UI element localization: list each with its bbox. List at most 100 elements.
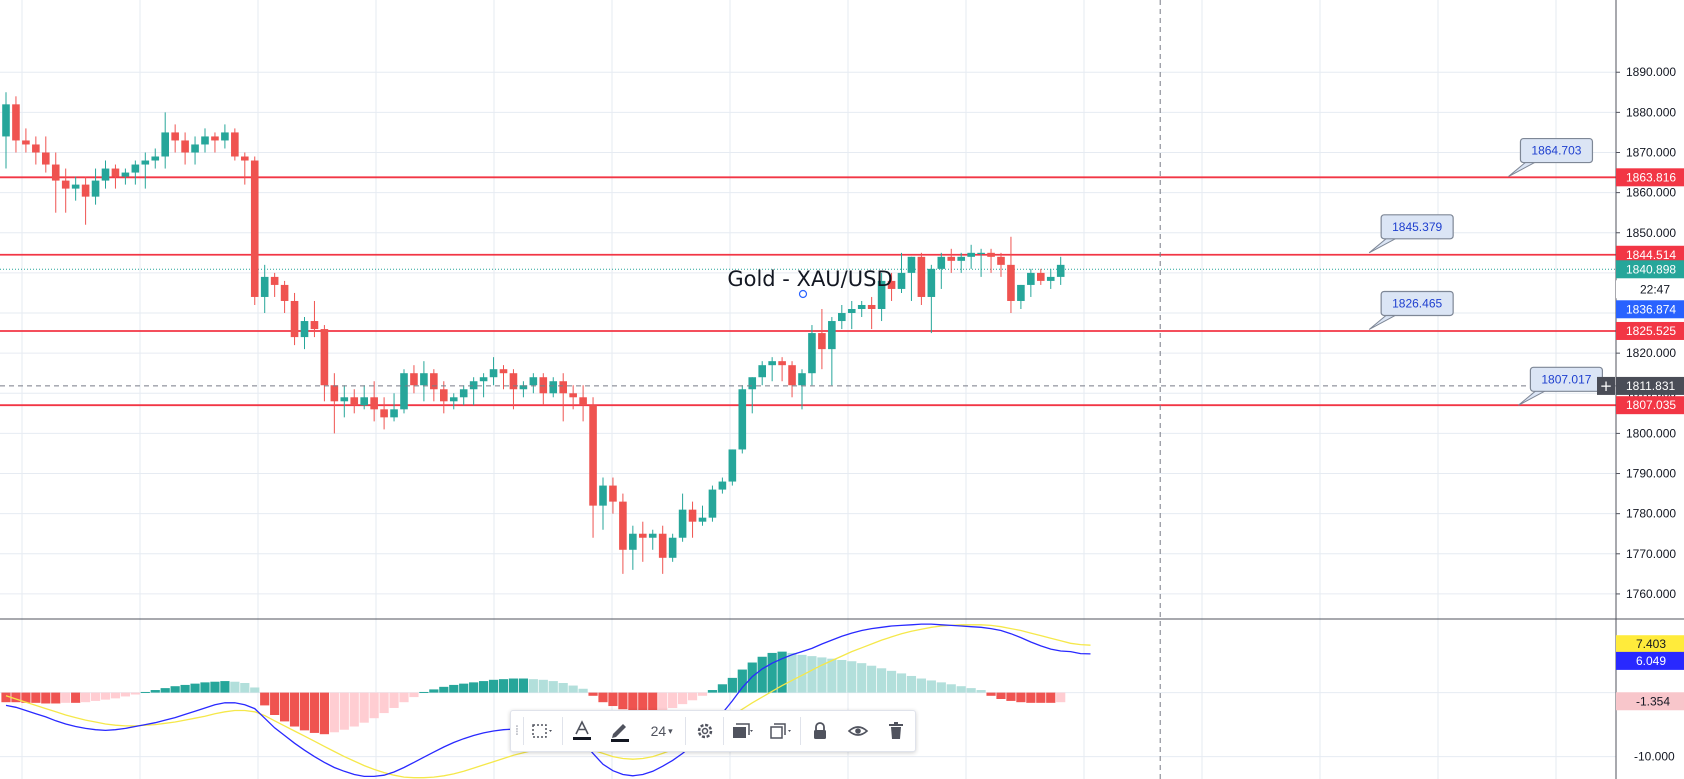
title-anchor-handle[interactable] [798,289,808,299]
price-tick-label: 1890.000 [1626,65,1676,79]
candle [668,533,677,562]
macd-histogram-bar [479,681,489,693]
candle [250,156,259,305]
candle [71,176,80,201]
macd-histogram-bar [439,686,449,693]
price-tick-label: 1820.000 [1626,346,1676,360]
macd-histogram-bar [926,680,936,693]
candle-body [191,144,199,153]
candle [101,160,110,189]
candle-body [639,533,647,538]
font-size-dropdown[interactable]: 24 ▾ [639,711,685,751]
price-label: 1836.874 [1626,302,1676,316]
candle [1037,268,1045,285]
chart-title: Gold - XAU/USD [727,267,892,291]
trash-icon[interactable] [877,711,915,751]
candle [111,164,120,189]
price-callouts[interactable]: 1864.703 1845.379 1826.465 1807.017 [1368,137,1604,406]
candle [121,168,130,185]
macd-histogram-bar [459,683,469,693]
drag-grip-icon[interactable]: ⁞ [514,723,520,739]
candle-body [629,533,637,550]
macd-histogram-bar [598,692,608,703]
candle [1046,268,1055,289]
candle [32,136,40,165]
callout-box [1380,214,1454,240]
layers-icon[interactable] [724,711,762,751]
macd-histogram-bar [787,652,797,693]
price-callout[interactable]: 1807.017 [1518,366,1604,406]
candle [957,252,965,273]
bar-countdown: 22:47 [1640,282,1670,296]
callout-box [1519,137,1594,164]
candle [728,449,737,486]
candle-body [430,373,438,390]
price-callout[interactable]: 1826.465 [1368,290,1454,330]
clone-icon[interactable] [762,711,800,751]
candle [479,373,488,398]
plus-icon[interactable]: + [1600,377,1613,395]
candle-body [51,164,60,181]
pencil-color-icon[interactable] [601,711,639,751]
text-color-icon[interactable] [563,711,601,751]
candle [300,317,309,350]
candle-body [569,393,577,398]
macd-histogram-bar [817,657,827,693]
eye-icon[interactable] [839,711,877,751]
macd-histogram-bar [71,692,81,703]
toolbar-divider [800,717,802,745]
candle [489,357,498,386]
candle [629,525,637,570]
price-axis[interactable]: 1760.000 1770.000 1780.000 1790.000 1800.000… [1597,0,1684,779]
candle [778,357,786,382]
candle [887,272,896,301]
macd-histogram-bar [1026,692,1036,703]
candle [151,148,160,169]
candle-body [788,365,796,386]
callout-pointer [1508,161,1537,178]
candle [51,152,60,213]
rectangle-select-icon[interactable] [524,711,562,751]
macd-histogram-bar [1016,692,1026,703]
candle-body [828,321,836,350]
candle [768,357,776,382]
candle [270,272,279,297]
candle-body [748,377,757,390]
macd-histogram-bar [270,692,280,715]
macd-histogram-bar [389,692,399,708]
settings-icon[interactable] [686,711,724,751]
callout-pointer [1368,237,1398,254]
candle-body [877,280,886,309]
candle-body [818,333,826,350]
candle [201,128,209,153]
candle [897,252,906,293]
candle [519,381,528,398]
candle [42,136,50,173]
lock-icon[interactable] [801,711,839,751]
candle-body [380,409,388,418]
candle-body [151,156,160,161]
candle-body [847,309,856,314]
toolbar-divider [522,717,524,745]
add-alert-button[interactable] [1597,376,1615,395]
candle [1027,268,1035,297]
price-callout[interactable]: 1845.379 [1368,214,1454,254]
macd-histogram-bar [280,692,290,722]
macd-histogram-bar [369,692,379,719]
macd-histogram-bar [90,692,101,701]
horizontal-line-label: 1844.514 [1626,248,1676,262]
candle-body [738,389,747,450]
horizontal-lines[interactable] [0,176,1616,407]
candle-body [778,361,786,366]
macd-histogram-bar [508,678,519,693]
macd-histogram-bar [1006,692,1016,701]
price-callout[interactable]: 1864.703 [1508,137,1594,178]
candle [22,128,30,153]
macd-histogram-bar [488,679,499,693]
macd-histogram-bar [110,692,121,699]
candle-body [499,369,508,374]
macd-histogram-bar [31,692,41,703]
candle [390,393,398,422]
macd-value-label-bg [1616,692,1684,711]
